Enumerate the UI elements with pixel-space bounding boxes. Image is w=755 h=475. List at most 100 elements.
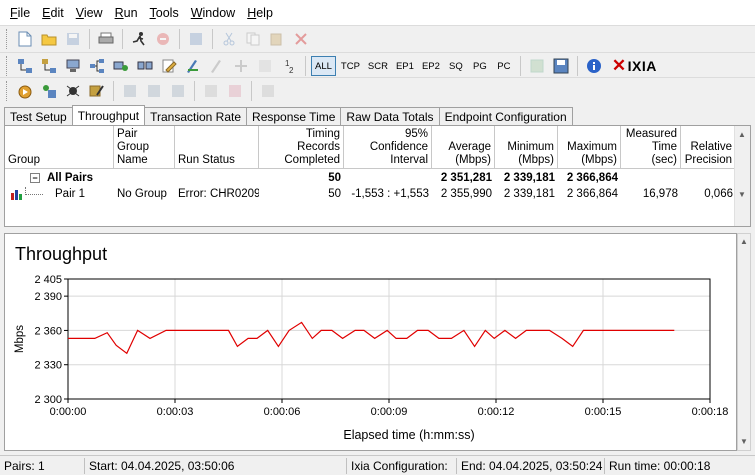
- swap-icon[interactable]: [255, 56, 275, 76]
- menu-help[interactable]: Help: [247, 5, 273, 20]
- edit-icon[interactable]: [159, 56, 179, 76]
- layout-icon[interactable]: [258, 81, 278, 101]
- endpoint-dual-icon[interactable]: [135, 56, 155, 76]
- save-results-icon[interactable]: [551, 56, 571, 76]
- pair-group-icon[interactable]: [63, 56, 83, 76]
- y-tick-label: 2 330: [34, 360, 62, 372]
- summary-label: All Pairs: [47, 172, 94, 184]
- protocol-pg[interactable]: PG: [473, 60, 487, 72]
- expand-icon[interactable]: [201, 81, 221, 101]
- x-axis-label: Elapsed time (h:mm:ss): [343, 428, 474, 442]
- x-tick-label: 0:00:06: [264, 406, 301, 418]
- col-run-status[interactable]: Run Status: [175, 126, 259, 169]
- pair-run-status: Error: CHR0209: [178, 188, 259, 200]
- copy-icon[interactable]: [243, 29, 263, 49]
- col-pair-group-name[interactable]: Pair Group Name: [114, 126, 175, 169]
- add-multicast-icon[interactable]: [39, 56, 59, 76]
- tree-connector: [25, 187, 43, 195]
- protocol-ep1[interactable]: EP1: [395, 60, 414, 72]
- rerun-icon[interactable]: [39, 81, 59, 101]
- step3-icon[interactable]: [168, 81, 188, 101]
- y-tick-label: 2 405: [34, 274, 62, 286]
- collapse-toggle-icon[interactable]: −: [30, 173, 40, 183]
- run-test-icon[interactable]: [15, 81, 35, 101]
- export-icon[interactable]: [527, 56, 547, 76]
- menu-view[interactable]: View: [75, 5, 103, 20]
- network-icon[interactable]: [87, 56, 107, 76]
- throughput-series-line: [68, 321, 675, 355]
- chart-scroll-up-icon[interactable]: ▲: [740, 237, 748, 246]
- protocol-tcp[interactable]: TCP: [340, 60, 360, 72]
- col-measured-time[interactable]: Measured Time (sec): [621, 126, 681, 169]
- results-grid: Group Pair Group Name Run Status Timing R…: [4, 125, 751, 227]
- tab-test-setup[interactable]: Test Setup: [4, 107, 73, 125]
- pair-confidence: -1,553 : +1,553: [351, 188, 429, 200]
- chart-vertical-scrollbar[interactable]: ▲ ▼: [737, 233, 751, 451]
- new-file-icon[interactable]: [15, 29, 35, 49]
- y-axis-label: Mbps: [14, 325, 26, 353]
- chart-scroll-down-icon[interactable]: ▼: [740, 437, 748, 446]
- tab-response-time[interactable]: Response Time: [246, 107, 342, 125]
- collapse-icon[interactable]: [225, 81, 245, 101]
- toolbar-grip[interactable]: [6, 29, 9, 49]
- scroll-up-icon[interactable]: ▲: [738, 130, 746, 139]
- grid-header: Group Pair Group Name Run Status Timing R…: [5, 126, 736, 169]
- script-icon[interactable]: [207, 56, 227, 76]
- move-icon[interactable]: [231, 56, 251, 76]
- col-average[interactable]: Average (Mbps): [432, 126, 495, 169]
- grid-vertical-scrollbar[interactable]: ▲ ▼: [734, 126, 750, 226]
- pane-splitter[interactable]: [0, 227, 755, 233]
- paste-icon[interactable]: [267, 29, 287, 49]
- protocol-ep2[interactable]: EP2: [421, 60, 440, 72]
- pair-label: Pair 1: [55, 188, 86, 200]
- col-confidence[interactable]: 95% Confidence Interval: [344, 126, 432, 169]
- script-edit-icon[interactable]: [183, 56, 203, 76]
- tab-throughput[interactable]: Throughput: [71, 105, 146, 125]
- pair-minimum: 2 339,181: [503, 188, 555, 200]
- col-group[interactable]: Group: [5, 126, 114, 169]
- col-relative-precision[interactable]: Relative Precision: [681, 126, 736, 169]
- menu-edit[interactable]: Edit: [42, 5, 64, 20]
- tab-transaction-rate[interactable]: Transaction Rate: [144, 107, 248, 125]
- col-minimum[interactable]: Minimum (Mbps): [495, 126, 558, 169]
- menu-tools[interactable]: Tools: [149, 5, 179, 20]
- debug-icon[interactable]: [63, 81, 83, 101]
- col-timing-records[interactable]: Timing Records Completed: [259, 126, 344, 169]
- menu-bar: File Edit View Run Tools Window Help: [0, 0, 755, 25]
- table-row-summary[interactable]: − All Pairs 50 2 351,281 2 339,181 2 366…: [5, 170, 736, 186]
- menu-window[interactable]: Window: [190, 5, 236, 20]
- tab-endpoint-configuration[interactable]: Endpoint Configuration: [438, 107, 573, 125]
- protocol-sq[interactable]: SQ: [449, 60, 463, 72]
- run-icon[interactable]: [129, 29, 149, 49]
- endpoint-icon[interactable]: [111, 56, 131, 76]
- step1-icon[interactable]: [120, 81, 140, 101]
- delete-icon[interactable]: [291, 29, 311, 49]
- y-tick-label: 2 300: [34, 394, 62, 406]
- pair-maximum: 2 366,864: [566, 188, 618, 200]
- x-tick-label: 0:00:12: [478, 406, 515, 418]
- protocol-pc[interactable]: PC: [497, 60, 511, 72]
- toolbar-run: [0, 77, 755, 104]
- tab-raw-data-totals[interactable]: Raw Data Totals: [340, 107, 440, 125]
- save-icon[interactable]: [63, 29, 83, 49]
- add-pair-icon[interactable]: [15, 56, 35, 76]
- menu-file[interactable]: File: [10, 5, 31, 20]
- protocol-all[interactable]: ALL: [311, 56, 336, 76]
- table-row[interactable]: Pair 1 No Group Error: CHR0209 50 -1,553…: [5, 186, 736, 202]
- print-icon[interactable]: [96, 29, 116, 49]
- scroll-down-icon[interactable]: ▼: [738, 190, 746, 199]
- x-tick-label: 0:00:03: [157, 406, 194, 418]
- refresh-icon[interactable]: [186, 29, 206, 49]
- chart-settings-icon[interactable]: [87, 81, 107, 101]
- menu-run[interactable]: Run: [114, 5, 138, 20]
- stop-icon[interactable]: [153, 29, 173, 49]
- step2-icon[interactable]: [144, 81, 164, 101]
- open-folder-icon[interactable]: [39, 29, 59, 49]
- protocol-scr[interactable]: SCR: [367, 60, 388, 72]
- cut-icon[interactable]: [219, 29, 239, 49]
- info-icon[interactable]: [584, 56, 604, 76]
- x-tick-label: 0:00:09: [371, 406, 408, 418]
- col-maximum[interactable]: Maximum (Mbps): [558, 126, 621, 169]
